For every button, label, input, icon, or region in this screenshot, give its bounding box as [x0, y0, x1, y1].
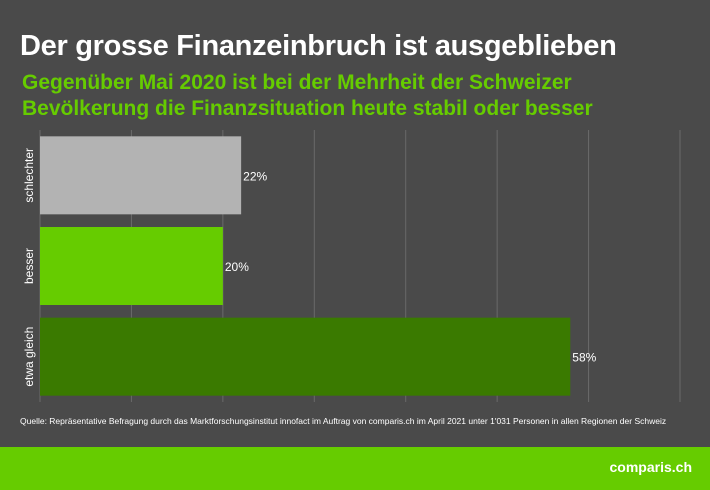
category-label: etwa gleich: [22, 327, 36, 387]
category-label: besser: [22, 248, 36, 284]
data-label: 20%: [225, 260, 249, 274]
comparis-logo: comparis.ch: [609, 459, 692, 475]
bar-etwa-gleich: [40, 317, 571, 396]
bar-schlechter: [40, 136, 242, 215]
footer-bar: comparis.ch: [0, 447, 710, 490]
bar-besser: [40, 227, 223, 305]
source-note: Quelle: Repräsentative Befragung durch d…: [20, 416, 667, 426]
bar-chart: 22% schlechter 20% besser 58% etwa gleich: [22, 130, 681, 402]
data-label: 58%: [572, 351, 596, 365]
chart-subtitle: Gegenüber Mai 2020 ist bei der Mehrheit …: [22, 71, 593, 120]
chart-title: Der grosse Finanzeinbruch ist ausgeblieb…: [20, 30, 617, 62]
category-label: schlechter: [22, 148, 36, 203]
data-label: 22%: [243, 169, 267, 183]
